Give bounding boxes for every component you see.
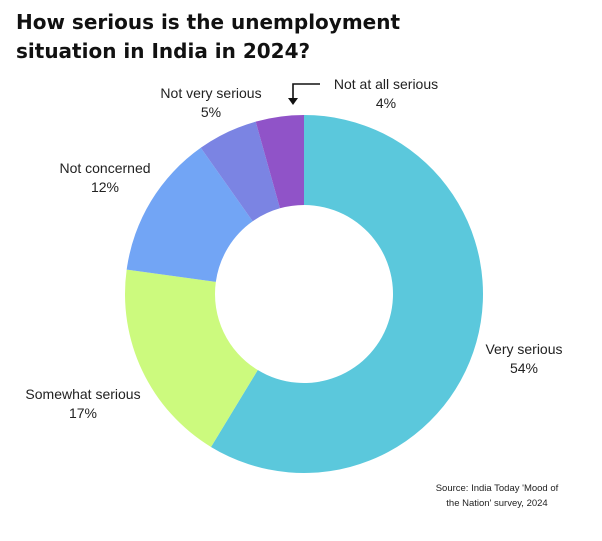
chart-title-line-1: How serious is the unemployment — [16, 10, 401, 34]
slice-value-label: 5% — [201, 104, 221, 120]
slice-very-serious — [210, 115, 484, 473]
slice-value-label: 12% — [91, 179, 119, 195]
slice-value-label: 54% — [510, 360, 538, 376]
slice-not-very-serious — [200, 121, 280, 222]
label-not-at-all-serious: Not at all serious 4% — [334, 76, 438, 111]
callout-arrow-icon — [288, 83, 320, 105]
slice-name-label: Not at all serious — [334, 76, 438, 92]
label-not-concerned: Not concerned 12% — [59, 160, 150, 195]
label-very-serious: Very serious 54% — [485, 341, 562, 376]
slice-not-concerned — [126, 147, 253, 282]
slice-somewhat-serious — [125, 269, 258, 447]
slice-name-label: Not concerned — [59, 160, 150, 176]
donut-slices — [125, 115, 484, 473]
label-not-very-serious: Not very serious 5% — [160, 85, 261, 120]
slice-value-label: 4% — [376, 95, 396, 111]
slice-name-label: Not very serious — [160, 85, 261, 101]
chart-title: How serious is the unemployment situatio… — [16, 8, 436, 66]
label-somewhat-serious: Somewhat serious 17% — [25, 386, 140, 421]
slice-name-label: Very serious — [485, 341, 562, 357]
source-note: Source: India Today 'Mood of the Nation'… — [412, 481, 582, 511]
slice-name-label: Somewhat serious — [25, 386, 140, 402]
slice-not-at-all-serious — [255, 115, 304, 209]
slice-value-label: 17% — [69, 405, 97, 421]
source-line-2: the Nation' survey, 2024 — [446, 498, 548, 509]
chart-title-line-2: situation in India in 2024? — [16, 39, 311, 63]
source-line-1: Source: India Today 'Mood of — [435, 483, 559, 494]
